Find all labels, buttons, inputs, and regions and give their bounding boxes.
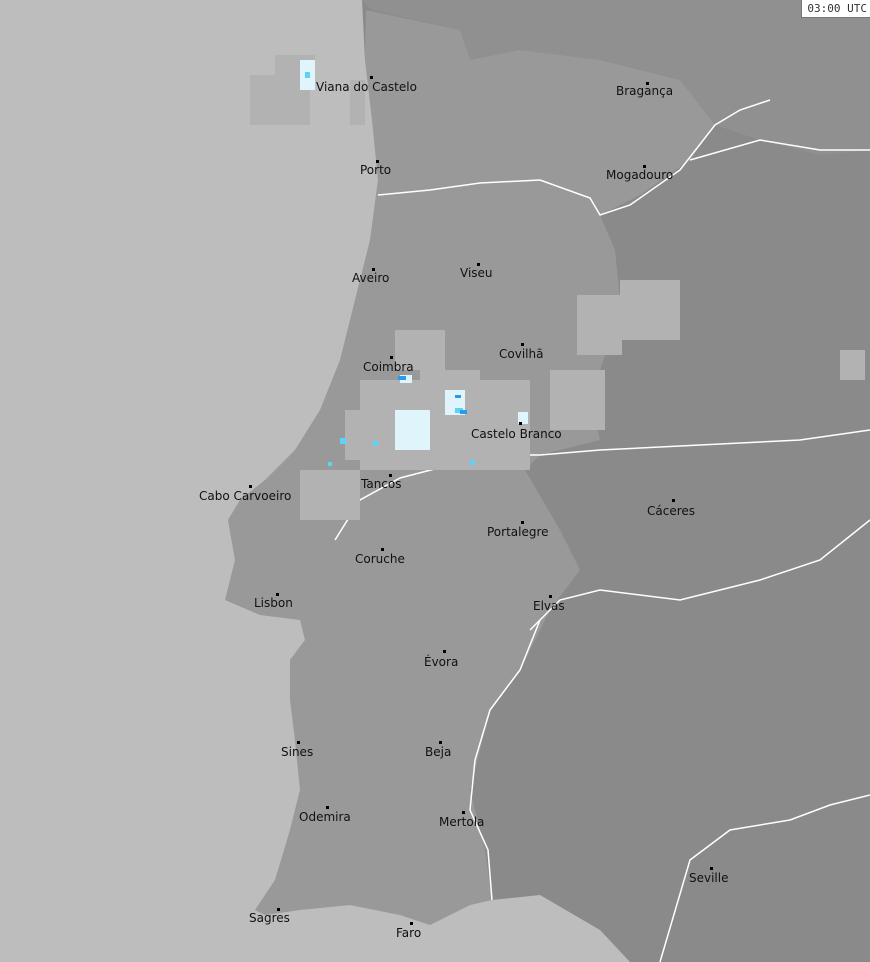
radar-cell bbox=[305, 72, 310, 78]
city-marker bbox=[410, 922, 413, 925]
city-label: Faro bbox=[396, 926, 422, 940]
city-label: Sagres bbox=[249, 911, 290, 925]
radar-area bbox=[577, 295, 622, 355]
radar-cell bbox=[398, 376, 406, 380]
rivers bbox=[334, 99, 870, 962]
city-label: Porto bbox=[360, 163, 392, 177]
city-marker bbox=[277, 908, 280, 911]
city-label: Bragança bbox=[616, 84, 674, 98]
city-marker bbox=[643, 165, 646, 168]
city-label: Coimbra bbox=[363, 360, 414, 374]
radar-area bbox=[395, 330, 445, 370]
city-marker bbox=[521, 343, 524, 346]
radar-cell bbox=[470, 460, 475, 465]
city-label: Lisbon bbox=[254, 596, 293, 610]
radar-area bbox=[300, 470, 360, 520]
city-label: Beja bbox=[425, 745, 452, 759]
city-label: Mogadouro bbox=[606, 168, 674, 182]
city-marker bbox=[646, 82, 649, 85]
radar-echoes bbox=[250, 55, 865, 520]
city-marker bbox=[381, 548, 384, 551]
radar-area bbox=[350, 80, 365, 125]
city-marker bbox=[249, 485, 252, 488]
city-label: Seville bbox=[689, 871, 729, 885]
city-marker bbox=[326, 806, 329, 809]
city-marker bbox=[477, 263, 480, 266]
radar-cell bbox=[395, 410, 430, 450]
city-label: Odemira bbox=[299, 810, 351, 824]
city-marker bbox=[376, 160, 379, 163]
city-label: Viseu bbox=[460, 266, 493, 280]
timestamp-label: 03:00 UTC bbox=[801, 0, 870, 18]
city-label: Sines bbox=[281, 745, 314, 759]
spain-north bbox=[362, 0, 870, 155]
city-label: Tancos bbox=[361, 477, 402, 491]
city-label: Coruche bbox=[355, 552, 405, 566]
city-marker bbox=[710, 867, 713, 870]
radar-area bbox=[550, 370, 605, 430]
city-label: Covilhã bbox=[499, 347, 544, 361]
city-label: Portalegre bbox=[487, 525, 549, 539]
city-label: Cabo Carvoeiro bbox=[199, 489, 292, 503]
city-label: Évora bbox=[424, 655, 459, 669]
city-label: Elvas bbox=[533, 599, 565, 613]
radar-area bbox=[840, 350, 865, 380]
city-label: Viana do Castelo bbox=[316, 80, 417, 94]
radar-cell bbox=[373, 441, 378, 446]
radar-area bbox=[620, 280, 680, 340]
radar-cell bbox=[460, 410, 467, 414]
city-label: Cáceres bbox=[647, 504, 696, 518]
city-marker bbox=[462, 811, 465, 814]
radar-area bbox=[345, 410, 385, 460]
radar-cell bbox=[455, 408, 463, 413]
city-marker bbox=[439, 741, 442, 744]
city-marker bbox=[521, 521, 524, 524]
city-marker bbox=[443, 650, 446, 653]
city-label: Aveiro bbox=[352, 271, 390, 285]
city-marker bbox=[389, 474, 392, 477]
city-label: Mertola bbox=[439, 815, 485, 829]
radar-cell bbox=[328, 462, 332, 466]
city-marker bbox=[370, 76, 373, 79]
radar-cell bbox=[340, 438, 346, 444]
radar-cell bbox=[455, 395, 461, 398]
city-marker bbox=[390, 356, 393, 359]
city-marker bbox=[549, 595, 552, 598]
city-marker bbox=[372, 268, 375, 271]
city-marker bbox=[519, 422, 522, 425]
city-label: Castelo Branco bbox=[471, 427, 562, 441]
city-marker bbox=[276, 593, 279, 596]
radar-cell bbox=[518, 412, 528, 424]
sea bbox=[0, 0, 630, 962]
city-marker bbox=[297, 741, 300, 744]
city-marker bbox=[672, 499, 675, 502]
